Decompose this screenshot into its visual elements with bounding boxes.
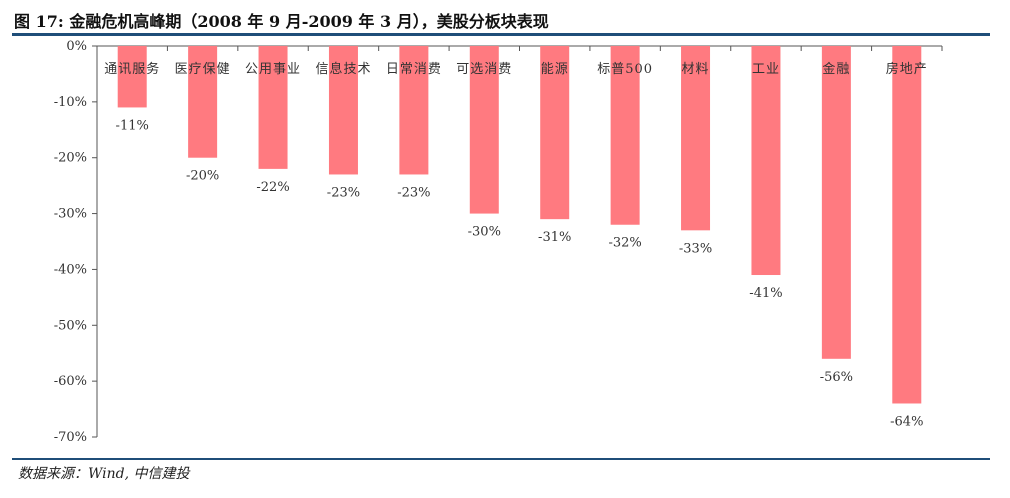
bars (117, 46, 922, 404)
data-label: -11% (116, 118, 149, 133)
data-label: -41% (749, 286, 782, 301)
labels: 通讯服务 -11% 医疗保健 -20% 公用事业 -22% 信息技术 -23% 日常消费 -23%… (104, 61, 928, 429)
data-label: -30% (468, 225, 501, 240)
bar (892, 46, 922, 404)
category-label: 可选消费 (456, 62, 512, 77)
y-tick-label: -40% (54, 262, 87, 277)
y-tick-label: 0% (66, 39, 87, 54)
bar (328, 46, 358, 175)
category-label: 公用事业 (245, 62, 301, 77)
y-tick-label: -50% (54, 318, 87, 333)
category-label: 房地产 (886, 61, 928, 77)
y-tick-label: -10% (54, 95, 87, 110)
bar (117, 46, 147, 108)
data-label: -31% (538, 230, 571, 245)
bar (188, 46, 218, 158)
source-note: 数据来源：Wind, 中信建投 (18, 466, 190, 482)
category-label: 材料 (682, 62, 710, 77)
data-label: -23% (397, 185, 430, 200)
bar (540, 46, 570, 220)
y-tick-label: -20% (54, 151, 87, 166)
bottom-rule (12, 458, 990, 460)
category-label: 信息技术 (315, 61, 371, 77)
category-label: 通讯服务 (104, 61, 160, 77)
bar (399, 46, 429, 175)
bar (681, 46, 711, 231)
data-label: -33% (679, 241, 712, 256)
y-tick-label: -60% (54, 374, 87, 389)
category-label: 日常消费 (386, 62, 442, 77)
bar (751, 46, 781, 276)
data-label: -23% (327, 185, 360, 200)
y-tick-label: -70% (54, 430, 87, 445)
chart-title: 图 17: 金融危机高峰期（2008 年 9 月-2009 年 3 月），美股分… (14, 12, 549, 31)
y-tick-label: -30% (54, 207, 87, 222)
bar (610, 46, 640, 225)
axes: 0% -10% -20% -30% -40% -50% -60% -70% (54, 39, 943, 445)
data-label: -22% (256, 180, 289, 195)
category-label: 工业 (752, 62, 780, 77)
bar (469, 46, 499, 214)
data-label: -20% (186, 169, 219, 184)
category-label: 金融 (822, 61, 850, 77)
top-rule (12, 33, 990, 36)
category-label: 医疗保健 (175, 62, 231, 77)
category-label: 标普500 (597, 62, 653, 77)
data-label: -64% (890, 414, 923, 429)
category-label: 能源 (541, 62, 569, 77)
bar (821, 46, 851, 359)
bar (258, 46, 288, 169)
data-label: -56% (820, 370, 853, 385)
data-label: -32% (608, 236, 641, 251)
